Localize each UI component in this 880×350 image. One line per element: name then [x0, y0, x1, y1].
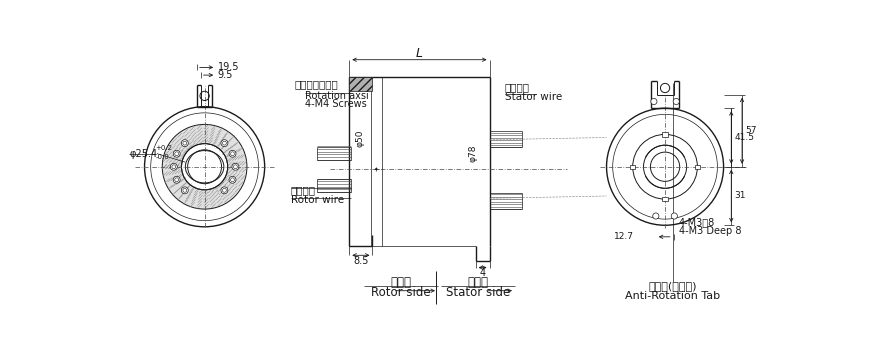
Text: 4: 4 — [480, 268, 486, 278]
Bar — [630, 165, 635, 169]
Text: φ25.4: φ25.4 — [129, 149, 158, 159]
Text: φ78: φ78 — [468, 145, 477, 162]
Circle shape — [653, 213, 659, 219]
Circle shape — [221, 140, 228, 147]
Bar — [349, 77, 372, 91]
Bar — [662, 197, 668, 201]
Text: 转子边: 转子边 — [391, 276, 412, 289]
Circle shape — [673, 98, 679, 105]
Text: 止转片(可调节): 止转片(可调节) — [649, 281, 697, 291]
Text: -0.0: -0.0 — [156, 154, 169, 160]
Text: 定子边: 定子边 — [467, 276, 488, 289]
Text: Rotor wire: Rotor wire — [291, 195, 344, 205]
Text: 转子螺钉固定孔: 转子螺钉固定孔 — [295, 79, 339, 89]
Text: 41.5: 41.5 — [734, 133, 754, 142]
Text: 9.5: 9.5 — [217, 70, 233, 80]
Text: Rotor side: Rotor side — [371, 286, 431, 299]
Text: 19.5: 19.5 — [217, 62, 239, 72]
Bar — [695, 165, 700, 169]
Text: 4-M3深8: 4-M3深8 — [679, 217, 715, 227]
Circle shape — [173, 176, 180, 183]
Circle shape — [173, 150, 180, 157]
Circle shape — [181, 187, 188, 194]
Circle shape — [229, 176, 236, 183]
Text: 定子出线: 定子出线 — [505, 83, 530, 92]
Circle shape — [229, 150, 236, 157]
Text: 4-M4 Screws: 4-M4 Screws — [304, 99, 366, 108]
Text: L: L — [416, 47, 423, 60]
Text: 4-M3 Deep 8: 4-M3 Deep 8 — [679, 226, 742, 236]
Text: Rotation axsi: Rotation axsi — [304, 91, 369, 101]
Text: φ50: φ50 — [356, 130, 364, 147]
Text: 8.5: 8.5 — [353, 256, 369, 266]
Circle shape — [171, 163, 177, 170]
Text: Stator side: Stator side — [446, 286, 510, 299]
Circle shape — [221, 187, 228, 194]
Text: 转子出线: 转子出线 — [291, 186, 316, 196]
Text: Anti-Rotation Tab: Anti-Rotation Tab — [625, 291, 721, 301]
Circle shape — [375, 168, 378, 170]
Text: Stator wire: Stator wire — [505, 92, 562, 103]
Circle shape — [651, 98, 657, 105]
Text: 57: 57 — [745, 126, 757, 135]
Circle shape — [181, 140, 188, 147]
Circle shape — [232, 163, 238, 170]
Circle shape — [671, 213, 678, 219]
Text: 31: 31 — [734, 191, 746, 201]
Text: +0.2: +0.2 — [156, 145, 172, 151]
Text: 12.7: 12.7 — [614, 232, 634, 241]
Bar — [662, 132, 668, 137]
